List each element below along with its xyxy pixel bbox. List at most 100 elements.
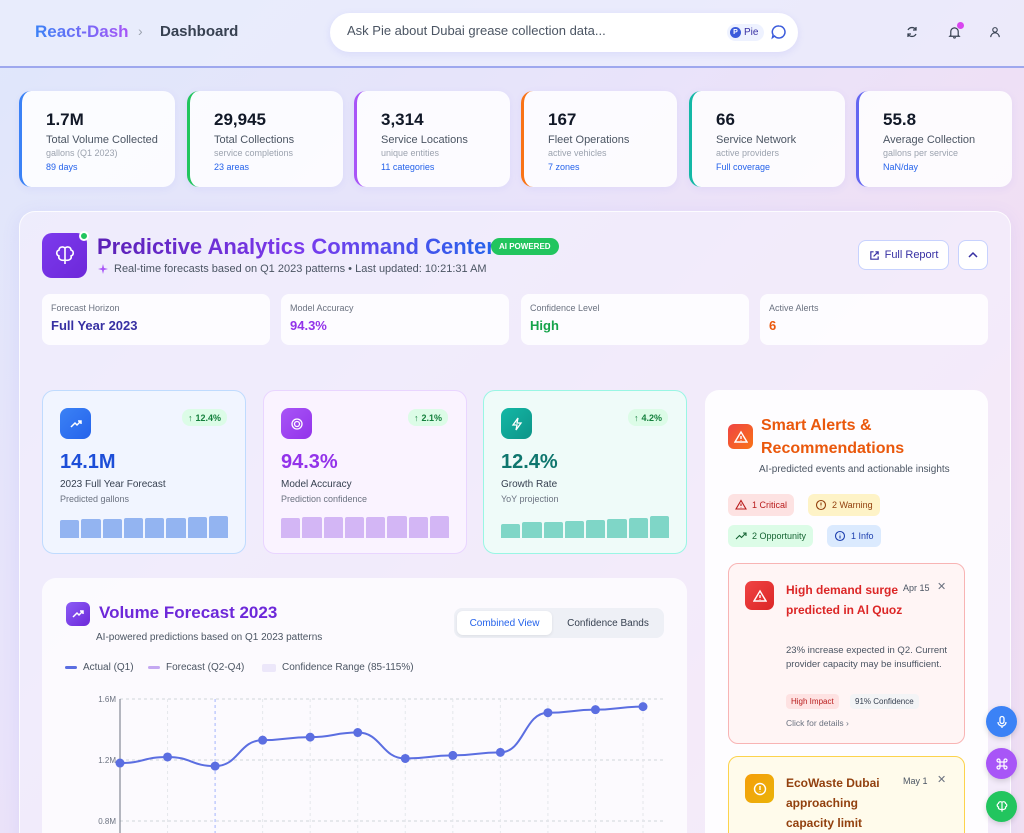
close-icon[interactable]: ✕ (937, 774, 947, 786)
data-point[interactable] (258, 735, 268, 745)
click-for-details-link[interactable]: Click for details › (786, 718, 849, 728)
kpi-card[interactable]: 1.7M Total Volume Collected gallons (Q1 20… (19, 91, 175, 187)
sparkbar (522, 522, 542, 538)
metric-label: 2023 Full Year Forecast (60, 479, 166, 490)
pie-chip-label: Pie (744, 27, 759, 38)
legend-swatch-forecast (148, 666, 160, 669)
alert-title: High demand surge predicted in Al Quoz (786, 583, 903, 617)
kpi-card[interactable]: 55.8 Average Collection gallons per servic… (856, 91, 1012, 187)
alert-filter-critical[interactable]: 1 Critical (728, 494, 795, 516)
command-palette-button[interactable] (986, 748, 1017, 779)
sparkbar (586, 520, 606, 538)
pie-assistant-chip[interactable]: P Pie (727, 24, 765, 41)
kpi-meta: Full coverage (716, 162, 771, 172)
confidence-tag: 91% Confidence (850, 694, 919, 709)
sparkbar (429, 516, 449, 538)
user-icon (990, 27, 1000, 38)
delta-value: 4.2% (641, 412, 662, 423)
metric-card[interactable]: ↑ 4.2% 12.4% Growth Rate YoY projection (483, 390, 687, 554)
metric-sub-label: YoY projection (501, 494, 559, 504)
brand-logo[interactable]: React-Dash (35, 22, 129, 41)
kpi-card[interactable]: 29,945 Total Collections service completio… (187, 91, 343, 187)
tab-confidence-bands[interactable]: Confidence Bands (567, 617, 649, 629)
data-point[interactable] (305, 732, 315, 742)
user-profile-button[interactable] (979, 20, 1011, 44)
kpi-label: Total Collections (214, 134, 295, 146)
search-input[interactable] (347, 23, 717, 38)
alert-filter-warning[interactable]: 2 Warning (808, 494, 880, 516)
volume-forecast-chart: 1.6M 1.2M 0.8M (98, 695, 663, 833)
arrow-up-icon: ↑ (413, 412, 419, 423)
kpi-sub-label: active providers (716, 148, 780, 158)
alert-filter-info[interactable]: 1 Info (827, 525, 881, 547)
kpi-label: Average Collection (883, 134, 976, 146)
voice-input-button[interactable] (986, 706, 1017, 737)
data-point[interactable] (163, 752, 173, 762)
metric-card[interactable]: ↑ 2.1% 94.3% Model Accuracy Prediction confi… (263, 390, 467, 554)
kpi-sub-label: active vehicles (548, 148, 607, 158)
breadcrumb-separator: › (138, 23, 143, 39)
legend-actual: Actual (Q1) (65, 662, 134, 673)
metric-value: 94.3% (281, 451, 338, 473)
sparkbar (102, 518, 122, 538)
alert-card-critical[interactable]: High demand surge predicted in Al Quoz A… (728, 563, 965, 744)
data-point[interactable] (400, 753, 410, 763)
data-point[interactable] (495, 747, 505, 757)
legend-confidence: Confidence Range (85-115%) (262, 662, 414, 673)
kpi-card[interactable]: 66 Service Network active providers Full co… (689, 91, 845, 187)
kpi-meta: 89 days (46, 162, 78, 172)
data-point[interactable] (115, 758, 125, 768)
data-point[interactable] (638, 702, 648, 712)
full-report-button[interactable]: Full Report (858, 240, 949, 270)
metric-value: 12.4% (501, 451, 558, 473)
sparkbar (501, 523, 521, 538)
kpi-label: Service Locations (381, 134, 468, 146)
metric-label: Model Accuracy (281, 479, 352, 490)
sparkbar (344, 517, 364, 538)
kpi-value: 3,314 (381, 110, 424, 129)
data-point[interactable] (210, 761, 220, 771)
command-center-subtitle: Real-time forecasts based on Q1 2023 pat… (114, 263, 487, 275)
data-point[interactable] (353, 728, 363, 738)
smart-alerts-subtitle: AI-predicted events and actionable insig… (759, 464, 950, 475)
kpi-sub-label: unique entities (381, 148, 440, 158)
alert-date: May 1 (903, 776, 928, 786)
kpi-card[interactable]: 3,314 Service Locations unique entities 11 … (354, 91, 510, 187)
data-point[interactable] (543, 708, 553, 718)
alert-filter-opportunity[interactable]: 2 Opportunity (728, 525, 814, 547)
sparkbar (81, 518, 101, 538)
ai-assistant-button[interactable] (986, 791, 1017, 822)
kpi-sub-label: service completions (214, 148, 294, 158)
full-report-label: Full Report (884, 249, 939, 261)
brain-icon (42, 233, 87, 278)
alert-card-warning[interactable]: EcoWaste Dubai approaching capacity limi… (728, 756, 965, 833)
notifications-button[interactable] (938, 20, 970, 44)
stat-value: High (530, 318, 559, 333)
metric-value: 14.1M (60, 451, 116, 473)
alert-count-label: 2 Warning (832, 500, 873, 510)
data-point[interactable] (590, 705, 600, 715)
kpi-sub-label: gallons per service (883, 148, 959, 158)
refresh-button[interactable] (896, 20, 928, 44)
chat-icon[interactable] (771, 24, 787, 40)
volume-forecast-title: Volume Forecast 2023 (99, 603, 278, 622)
actual-series-line (119, 705, 644, 768)
alert-date: Apr 15 (903, 583, 930, 593)
metric-card[interactable]: ↑ 12.4% 14.1M 2023 Full Year Forecast Predic… (42, 390, 246, 554)
refresh-icon (907, 26, 917, 38)
kpi-card[interactable]: 167 Fleet Operations active vehicles 7 zone… (521, 91, 677, 187)
metric-sub-label: Prediction confidence (281, 494, 368, 504)
kpi-label: Fleet Operations (548, 134, 630, 146)
y-tick-label: 1.6M (98, 695, 116, 704)
sparkbar (123, 518, 143, 538)
stat-label: Confidence Level (530, 303, 600, 313)
data-point[interactable] (448, 750, 458, 760)
bell-icon (947, 26, 961, 39)
kpi-label: Service Network (716, 134, 797, 146)
tab-combined-view[interactable]: Combined View (457, 611, 552, 635)
close-icon[interactable]: ✕ (937, 581, 947, 593)
collapse-button[interactable] (958, 240, 988, 270)
legend-forecast: Forecast (Q2-Q4) (148, 662, 244, 673)
alert-description: 23% increase expected in Q2. Current pro… (786, 645, 948, 670)
alert-triangle-icon (728, 424, 753, 449)
